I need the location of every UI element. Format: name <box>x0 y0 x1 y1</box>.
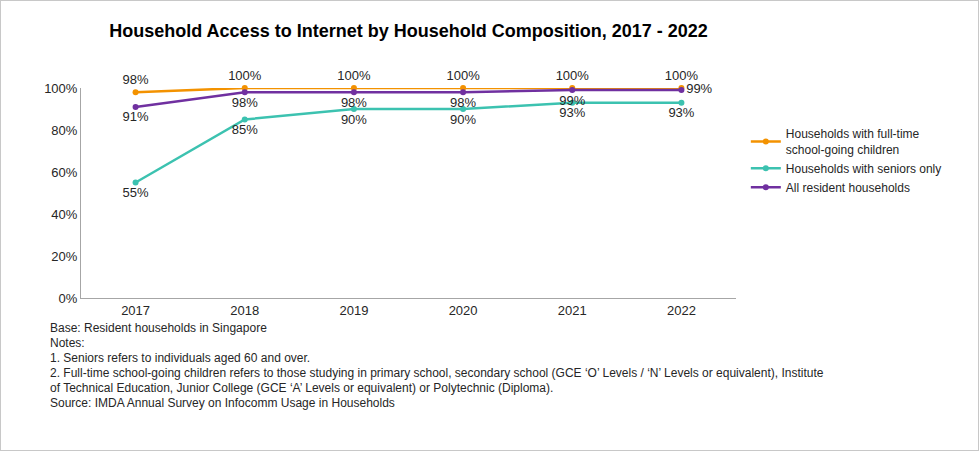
svg-text:85%: 85% <box>232 122 258 137</box>
svg-text:90%: 90% <box>341 112 367 127</box>
svg-text:20%: 20% <box>51 249 77 264</box>
svg-text:100%: 100% <box>665 68 699 83</box>
svg-text:Notes:: Notes: <box>50 336 85 350</box>
svg-text:All resident households: All resident households <box>786 181 910 195</box>
svg-text:2. Full-time school-going chil: 2. Full-time school-going children refer… <box>50 366 824 380</box>
svg-text:of Technical Education, Junior: of Technical Education, Junior College (… <box>50 381 553 395</box>
svg-text:2017: 2017 <box>121 303 150 318</box>
svg-text:2022: 2022 <box>667 303 696 318</box>
svg-text:98%: 98% <box>123 72 149 87</box>
svg-text:1. Seniors refers to individua: 1. Seniors refers to individuals aged 60… <box>50 351 310 365</box>
svg-text:80%: 80% <box>51 123 77 138</box>
svg-text:100%: 100% <box>228 68 262 83</box>
svg-text:60%: 60% <box>51 165 77 180</box>
svg-text:40%: 40% <box>51 207 77 222</box>
svg-text:2018: 2018 <box>230 303 259 318</box>
svg-text:98%: 98% <box>232 95 258 110</box>
svg-text:2020: 2020 <box>449 303 478 318</box>
svg-text:98%: 98% <box>341 95 367 110</box>
svg-text:100%: 100% <box>337 68 371 83</box>
svg-text:99%: 99% <box>686 81 712 96</box>
svg-text:Households with seniors only: Households with seniors only <box>786 162 941 176</box>
svg-text:Source: IMDA Annual Survey on: Source: IMDA Annual Survey on Infocomm U… <box>50 396 395 410</box>
svg-text:91%: 91% <box>123 109 149 124</box>
svg-text:2019: 2019 <box>339 303 368 318</box>
svg-text:55%: 55% <box>123 185 149 200</box>
svg-text:98%: 98% <box>450 95 476 110</box>
svg-text:Households with full-timeschoo: Households with full-timeschool-going ch… <box>786 127 920 157</box>
svg-text:100%: 100% <box>446 68 480 83</box>
svg-text:100%: 100% <box>556 68 590 83</box>
svg-text:0%: 0% <box>59 291 78 306</box>
svg-text:90%: 90% <box>450 112 476 127</box>
svg-text:99%: 99% <box>559 93 585 108</box>
svg-text:100%: 100% <box>44 81 78 96</box>
svg-text:Household Access to Internet b: Household Access to Internet by Househol… <box>109 21 707 41</box>
svg-text:2021: 2021 <box>558 303 587 318</box>
svg-text:93%: 93% <box>668 105 694 120</box>
svg-text:93%: 93% <box>559 105 585 120</box>
svg-text:Base: Resident households in S: Base: Resident households in Singapore <box>50 321 267 335</box>
